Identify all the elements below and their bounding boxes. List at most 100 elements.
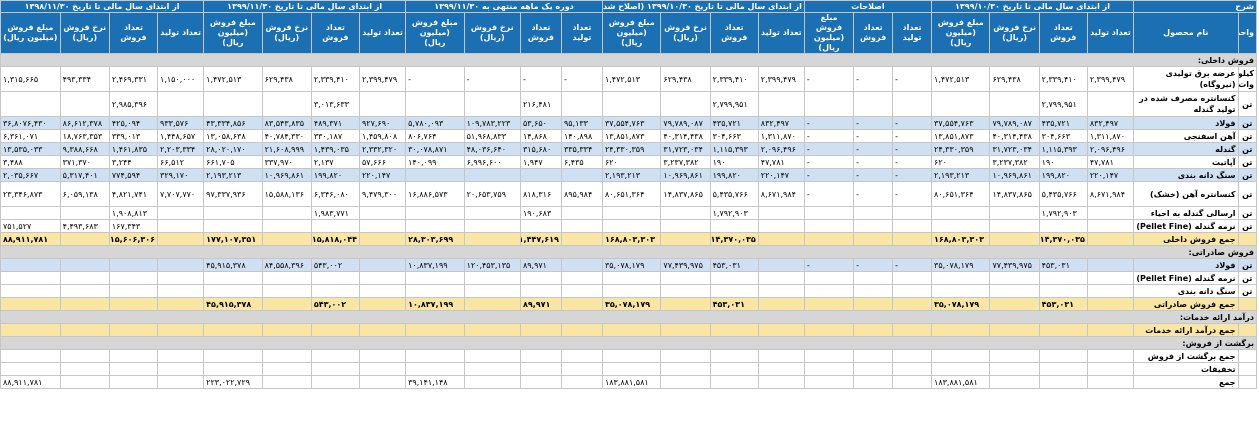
table-cell	[519, 284, 562, 298]
table-cell	[59, 232, 110, 246]
table-cell	[157, 362, 205, 376]
table-cell	[1038, 349, 1088, 363]
table-cell: ۸,۶۷۱,۹۸۴	[1086, 181, 1134, 207]
table-cell	[560, 232, 603, 246]
table-cell	[560, 258, 603, 272]
table-cell	[405, 206, 465, 220]
table-cell	[310, 271, 360, 285]
header-title: شرح	[1132, 0, 1258, 13]
table-cell: ۷۷,۴۳۹,۹۷۵	[660, 258, 711, 272]
table-cell	[931, 219, 991, 233]
table-cell: ۲,۰۳۵,۶۶۷	[0, 168, 61, 182]
table-cell: -	[892, 66, 933, 92]
header-col: مبلغ فروش (میلیون ریال)	[803, 12, 855, 54]
table-cell: ۴۷,۷۸۱	[1086, 155, 1134, 169]
table-cell	[1086, 219, 1134, 233]
table-cell: ۱,۱۵۰,۰۰۰	[157, 66, 205, 92]
table-cell	[59, 91, 110, 117]
table-cell	[1038, 271, 1088, 285]
header-col: تعداد تولید	[757, 12, 805, 54]
table-cell	[358, 271, 407, 285]
table-cell: ۱۳,۸۵۱,۸۷۳	[601, 129, 662, 143]
table-row: تن نرمه گندله (Pellet Fine) ۱۶۷,۳۴۳ ۴,۴۹۳,۶…	[0, 219, 1258, 233]
table-cell	[757, 297, 805, 311]
table-cell: ۳۷,۵۵۴,۷۶۳	[931, 116, 991, 130]
table-row: تن ارسالی گندله به احیاء ۱,۷۹۲,۹۰۳ ۱,۷۹۲,۹۰…	[0, 206, 1258, 220]
table-row: جمع برگشت از فروش	[0, 349, 1258, 363]
table-cell	[709, 362, 759, 376]
table-cell	[203, 349, 263, 363]
table-cell	[261, 284, 312, 298]
table-cell: -	[892, 168, 933, 182]
table-cell	[519, 168, 562, 182]
table-cell: -	[853, 181, 894, 207]
table-cell: -	[803, 168, 855, 182]
table-cell: ۴۸۹,۳۷۱	[310, 116, 360, 130]
table-cell: ۲,۷۹۹,۹۵۱	[1038, 91, 1088, 117]
table-cell	[59, 323, 110, 337]
table-cell: -	[892, 142, 933, 156]
table-cell	[108, 375, 159, 389]
table-cell	[660, 91, 711, 117]
table-cell: ۴۵۳,۰۳۱	[709, 258, 759, 272]
header-group-3: دوره یک ماهه منتهی به ۱۳۹۹/۱۱/۳۰	[405, 0, 603, 13]
table-cell	[853, 271, 894, 285]
table-cell: ۱۰۹,۷۸۳,۲۲۳	[463, 116, 521, 130]
table-cell	[660, 362, 711, 376]
header-col: نرخ فروش (ریال)	[463, 12, 521, 54]
table-cell	[709, 219, 759, 233]
table-cell: ۳۷,۵۵۴,۷۶۳	[601, 116, 662, 130]
table-cell: ۴۷,۷۸۱	[757, 155, 805, 169]
table-cell: -	[519, 66, 562, 92]
table-cell: ۴۵,۹۱۵,۳۷۸	[203, 258, 263, 272]
table-cell: ۳۳۷,۹۷۰	[261, 155, 312, 169]
section-row: درآمد ارائه خدمات:	[0, 310, 1257, 324]
table-row: تن سنگ دانه بندی ۲۲۰,۱۴۷ ۱۹۹,۸۲۰ ۱۰,۹۶۹,۸۶۱ ۲…	[0, 168, 1258, 182]
table-cell	[989, 323, 1040, 337]
table-cell	[405, 271, 465, 285]
table-cell: -	[853, 116, 894, 130]
table-cell	[261, 349, 312, 363]
table-cell: ۱۷۷,۱۰۷,۳۵۱	[203, 232, 263, 246]
table-cell	[519, 375, 562, 389]
table-cell: ۲,۱۹۳,۲۱۳	[931, 168, 991, 182]
table-cell	[108, 297, 159, 311]
table-cell	[463, 168, 521, 182]
row-name: آهن اسفنجی	[1132, 129, 1239, 143]
table-cell	[203, 91, 263, 117]
table-cell	[59, 284, 110, 298]
table-cell	[601, 206, 662, 220]
table-cell: ۲,۰۹۶,۴۹۶	[757, 142, 805, 156]
table-cell: ۶۲۰	[601, 155, 662, 169]
table-cell: ۱,۷۹۲,۹۰۳	[1038, 206, 1088, 220]
row-unit	[1237, 375, 1258, 389]
table-row: تن سنگ دانه بندی	[0, 284, 1258, 298]
table-cell	[853, 362, 894, 376]
table-cell	[803, 232, 855, 246]
table-cell: ۴۹۳,۳۳۴	[59, 66, 110, 92]
row-name: سنگ دانه بندی	[1132, 284, 1239, 298]
header-col: تعداد تولید	[892, 12, 933, 54]
row-name: جمع برگشت از فروش	[1132, 349, 1239, 363]
table-cell	[108, 284, 159, 298]
table-cell	[560, 284, 603, 298]
table-cell	[709, 323, 759, 337]
table-cell: -	[803, 66, 855, 92]
table-cell: ۶۲۹,۴۳۸	[989, 66, 1040, 92]
table-cell: ۲۱۶,۴۸۱	[519, 91, 562, 117]
table-cell: -	[892, 129, 933, 143]
table-cell	[660, 271, 711, 285]
table-cell: ۴۵۳,۰۳۱	[1038, 297, 1088, 311]
row-name: فولاد	[1132, 116, 1239, 130]
table-cell	[892, 206, 933, 220]
table-cell: ۶۲۰	[931, 155, 991, 169]
table-cell: ۱۵,۶۰۶,۳۰۶	[108, 232, 159, 246]
table-cell: ۱۰,۹۶۹,۸۶۱	[261, 168, 312, 182]
table-cell	[463, 297, 521, 311]
table-cell	[803, 271, 855, 285]
section-title: فروش داخلی:	[0, 53, 1257, 67]
table-cell	[660, 297, 711, 311]
table-cell	[310, 219, 360, 233]
table-cell	[1086, 323, 1134, 337]
table-cell	[310, 362, 360, 376]
